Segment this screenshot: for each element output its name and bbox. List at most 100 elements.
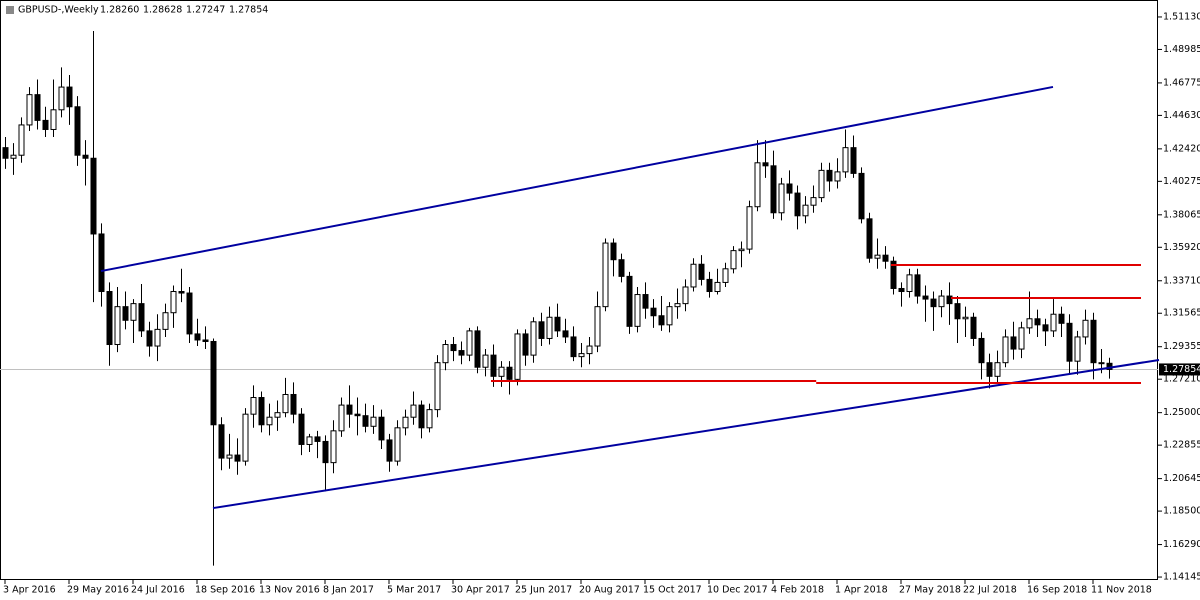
x-tick-label: 8 Jan 2017 [323, 585, 374, 596]
candle-body [186, 292, 193, 335]
trend-line [212, 358, 1160, 510]
header-high: 1.28628 [143, 5, 182, 16]
candle-body [978, 337, 985, 364]
candle-body [202, 339, 209, 342]
x-tick-label: 4 Feb 2018 [771, 585, 824, 596]
y-tick-label: 1.14145 [1163, 572, 1200, 583]
candle-body [178, 291, 185, 294]
symbol-label: GBPUSD-,Weekly [18, 5, 99, 16]
candle-body [90, 157, 97, 235]
candle-body [578, 353, 585, 358]
candle-body [442, 344, 449, 364]
x-tick-label: 18 Sep 2016 [195, 585, 255, 596]
header-open: 1.28260 [100, 5, 139, 16]
candle-body [1034, 318, 1041, 326]
y-tick-label: 1.18500 [1163, 506, 1200, 517]
x-tick-label: 10 Dec 2017 [707, 585, 768, 596]
y-tick-label: 1.44630 [1163, 110, 1200, 121]
x-tick-label: 30 Apr 2017 [451, 585, 510, 596]
candle-body [34, 94, 41, 121]
candle-body [786, 183, 793, 194]
candle-body [706, 278, 713, 293]
last-price-tag [1159, 363, 1200, 376]
candle-body [762, 162, 769, 167]
x-tick-label: 20 Aug 2017 [579, 585, 640, 596]
candle-body [586, 345, 593, 355]
candle-body [554, 316, 561, 332]
candle-body [570, 336, 577, 358]
candle-body [162, 312, 169, 330]
candle-body [674, 303, 681, 308]
candle-body [130, 303, 137, 321]
candle-body [690, 263, 697, 288]
candle-body [394, 427, 401, 462]
candle-body [738, 248, 745, 252]
candle-body [1042, 324, 1049, 332]
candle-body [618, 259, 625, 277]
candle-body [522, 333, 529, 356]
candle-body [818, 169, 825, 199]
header-close: 1.27854 [229, 5, 268, 16]
candle-body [970, 316, 977, 339]
y-tick-label: 1.27210 [1163, 374, 1200, 385]
candle-body [82, 154, 89, 159]
candle-body [450, 344, 457, 352]
candle-body [746, 206, 753, 250]
candle-body [370, 416, 377, 427]
candle-body [210, 340, 217, 426]
candle-body [650, 307, 657, 317]
x-tick-label: 25 Jun 2017 [515, 585, 572, 596]
candle-body [986, 362, 993, 377]
candle-body [378, 416, 385, 441]
candle-body [106, 291, 113, 346]
candle-body [898, 287, 905, 293]
candle-body [74, 106, 81, 156]
x-tick-label: 15 Oct 2017 [643, 585, 702, 596]
candle-body [226, 454, 233, 459]
candle-body [714, 281, 721, 293]
candle-body [474, 330, 481, 368]
candle-body [354, 413, 361, 417]
y-tick-label: 1.29355 [1163, 341, 1200, 352]
candle-body [1002, 336, 1009, 364]
candle-body [954, 303, 961, 320]
candle-body [754, 162, 761, 208]
header-low: 1.27247 [186, 5, 225, 16]
candle-body [26, 94, 33, 126]
candle-body [866, 218, 873, 259]
candle-body [466, 330, 473, 356]
candle-body [1074, 336, 1081, 362]
candle-body [962, 316, 969, 320]
candle-body [514, 333, 521, 380]
y-tick-label: 1.42420 [1163, 143, 1200, 154]
candle-body [50, 109, 57, 130]
candle-body [282, 393, 289, 414]
candle-body [482, 354, 489, 368]
candle-body [290, 393, 297, 415]
candle-body [490, 354, 497, 377]
candle-body [642, 294, 649, 309]
candle-body [1010, 336, 1017, 350]
candle-body [306, 436, 313, 445]
candle-body [626, 275, 633, 327]
candle-body [538, 321, 545, 339]
candle-body [994, 362, 1001, 377]
candle-body [346, 404, 353, 415]
candle-body [410, 404, 417, 418]
candle-body [434, 362, 441, 411]
candle-body [1066, 322, 1073, 362]
x-tick-label: 5 Mar 2017 [387, 585, 441, 596]
y-tick-label: 1.20645 [1163, 473, 1200, 484]
plot-frame [0, 0, 1158, 580]
y-tick-label: 1.46775 [1163, 77, 1200, 88]
candle-body [250, 397, 257, 415]
candle-body [826, 169, 833, 182]
candle-body [666, 306, 673, 326]
candle-body [722, 268, 729, 283]
x-tick-label: 22 Jul 2018 [963, 585, 1017, 596]
x-tick-label: 1 Apr 2018 [835, 585, 888, 596]
symbol-icon [6, 6, 14, 14]
candle-body [218, 424, 225, 459]
candle-body [1050, 313, 1057, 332]
candle-body [234, 454, 241, 462]
